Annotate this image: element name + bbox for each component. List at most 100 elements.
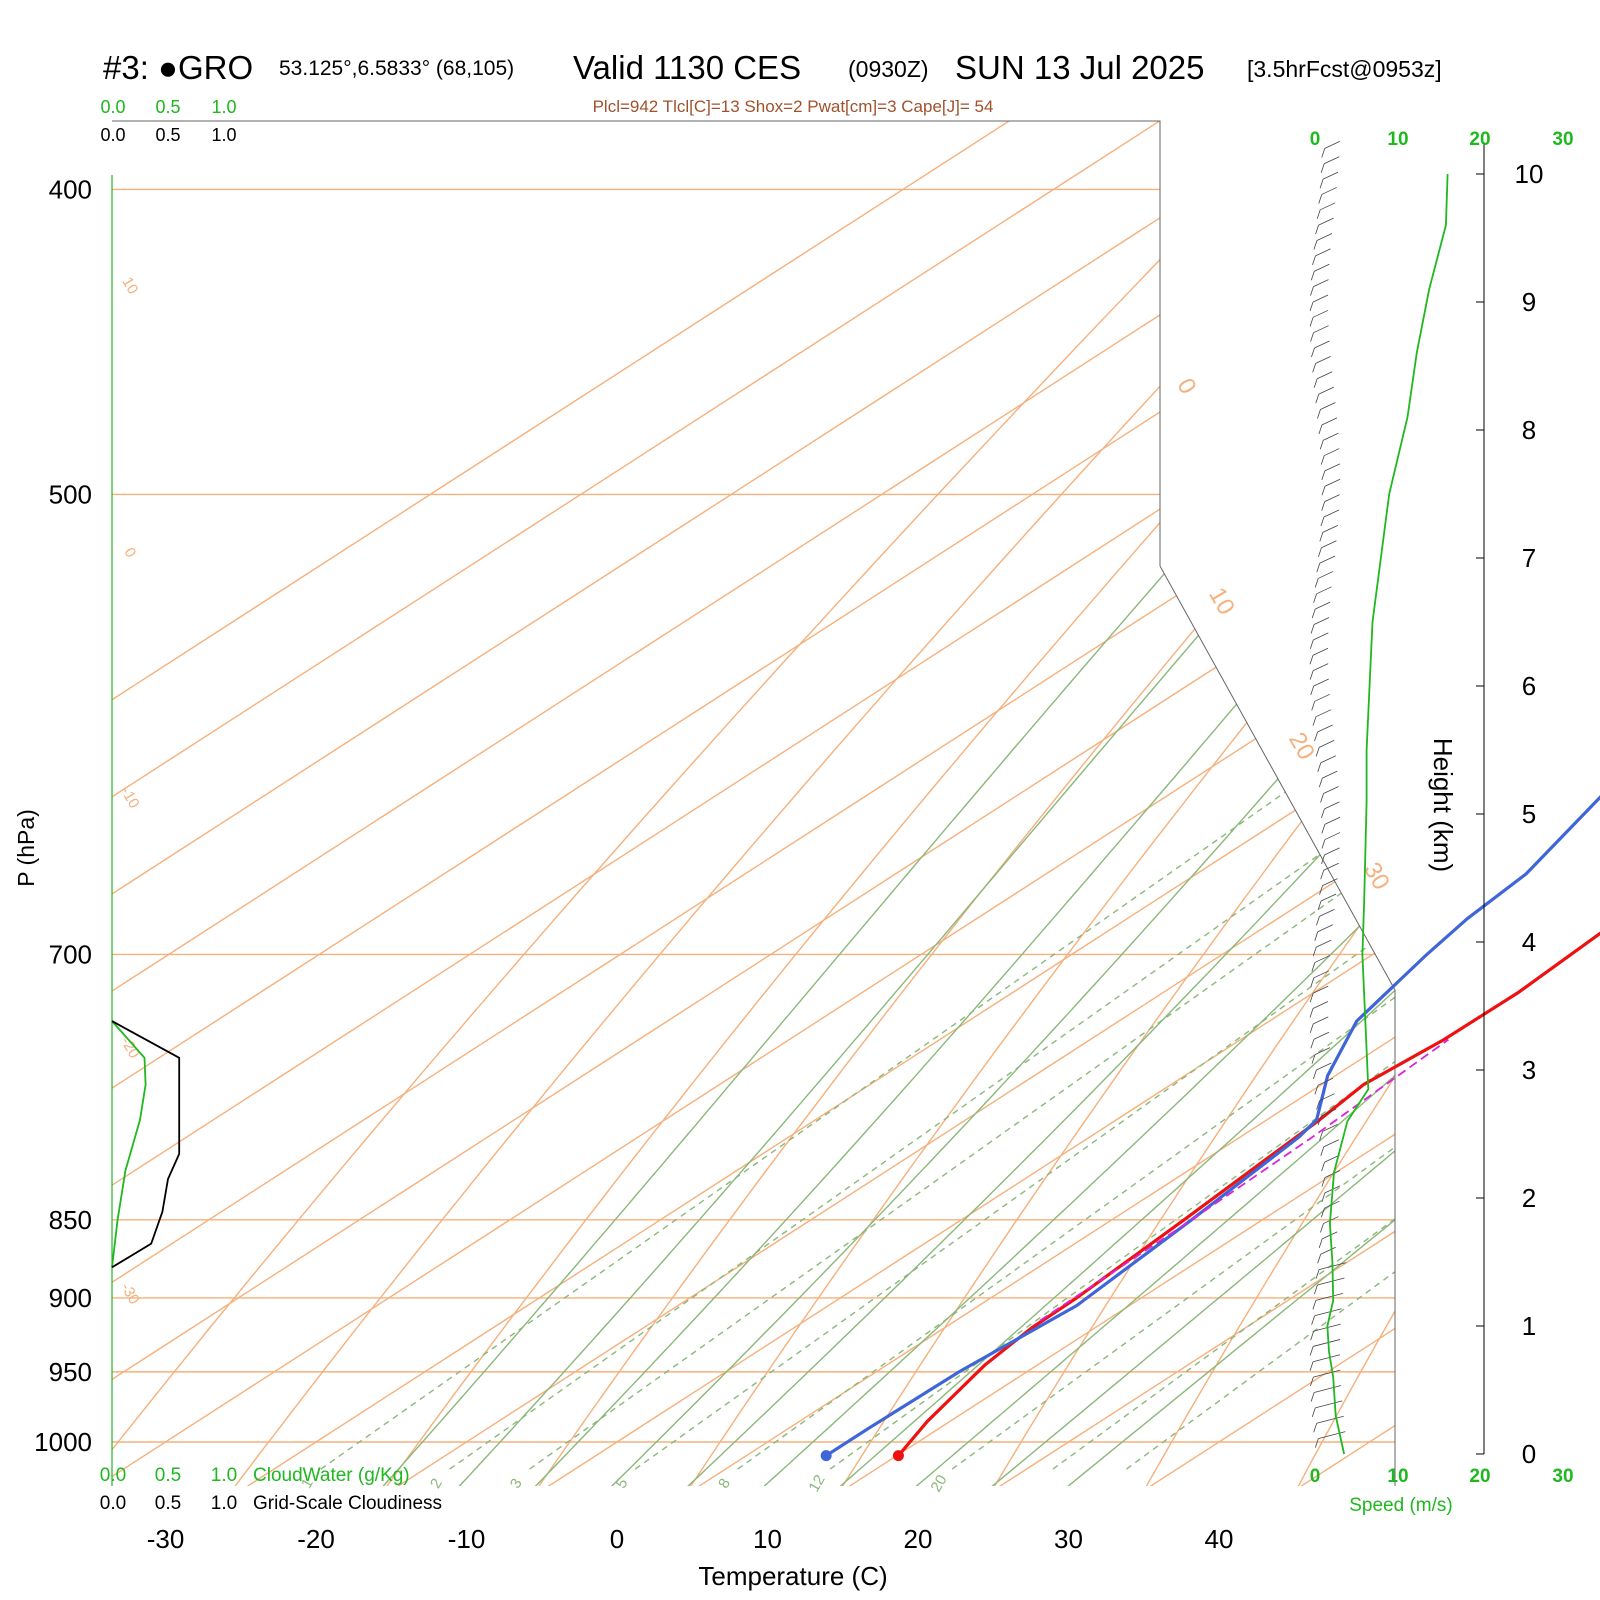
isotherm-label: -10 (117, 784, 143, 811)
wind-barb-staff (1321, 854, 1325, 865)
cloud-tick-bottom-black: 1.0 (211, 1493, 237, 1514)
wind-barb-staff (1318, 194, 1323, 204)
wind-barb-flag (1313, 985, 1329, 994)
mixing-ratio-line (737, 188, 1395, 1470)
wind-barb-flag (1324, 832, 1341, 840)
x-tick-label: 10 (753, 1524, 782, 1554)
wind-barb-flag (1322, 770, 1338, 779)
wind-barb-flag (1319, 740, 1335, 748)
cloud-tick-top-green: 0.0 (100, 97, 125, 117)
y-axis-title: P (hPa) (13, 809, 39, 887)
cloud-tick-bottom-green: 0.0 (100, 1465, 126, 1486)
wind-barb-flag (1317, 1277, 1345, 1286)
wind-barb-flag (1316, 939, 1332, 948)
wind-barb-flag (1316, 1415, 1344, 1424)
wind-barb-flag (1323, 156, 1340, 165)
wind-barb-staff (1310, 332, 1314, 342)
x-tick-label: -10 (448, 1524, 486, 1554)
wind-barb-staff (1313, 378, 1318, 388)
wind-barb-flag (1324, 140, 1340, 149)
isotherm-line (112, 121, 1395, 1486)
wind-barb-staff (1313, 1423, 1318, 1433)
speed-tick-top: 10 (1387, 129, 1408, 150)
wind-barb-staff (1314, 1438, 1319, 1448)
wind-barb-flag (1323, 786, 1339, 794)
wind-barb-flag (1323, 862, 1339, 871)
wind-barb-flag (1317, 924, 1333, 933)
wind-barb-flag (1323, 509, 1340, 518)
wind-barb-staff (1312, 1069, 1317, 1080)
wind-barb-flag (1313, 1369, 1341, 1378)
wind-barb-staff (1321, 1161, 1325, 1172)
wind-barb-flag (1322, 1231, 1338, 1240)
wind-barb-staff (1319, 440, 1324, 450)
wind-barb-staff (1314, 1085, 1319, 1095)
wind-barb-staff (1319, 885, 1323, 895)
wind-barb-staff (1316, 1100, 1320, 1110)
valid-date: SUN 13 Jul 2025 (955, 49, 1204, 86)
cloud-tick-top-green: 0.5 (155, 97, 180, 117)
wind-barb-flag (1322, 878, 1338, 887)
mixing-ratio-lines (320, 188, 1395, 1470)
wind-barb-flag (1324, 1170, 1341, 1178)
cloudiness-label: Grid-Scale Cloudiness (253, 1493, 442, 1514)
wind-barb-staff (1315, 225, 1319, 235)
cloud-tick-top-black: 1.0 (211, 125, 236, 145)
wind-barb-flag (1313, 325, 1329, 334)
dewpoint-surface-marker (820, 1450, 832, 1462)
x-tick-label: -30 (147, 1524, 185, 1554)
wind-barb-flag (1314, 955, 1331, 963)
wind-barb-flag (1313, 970, 1330, 979)
mixing-ratio-label: 5 (613, 1476, 632, 1492)
wind-barb-staff (1317, 409, 1321, 419)
wind-barb-flag (1317, 1077, 1334, 1086)
wind-barb-flag (1324, 463, 1341, 472)
wind-barb-flag (1312, 663, 1329, 671)
wind-barb-flag (1319, 1093, 1335, 1102)
wind-barb-flag (1320, 1246, 1336, 1255)
cloud-tick-bottom-green: 1.0 (211, 1465, 237, 1486)
isotherm-line (112, 121, 1395, 1486)
wind-barb-flag (1317, 724, 1333, 733)
speed-tick-bottom: 10 (1387, 1466, 1408, 1487)
wind-barb-staff (1320, 1146, 1325, 1156)
wind-barb-staff (1310, 685, 1315, 696)
wind-barb-flag (1322, 524, 1338, 533)
wind-barb-staff (1320, 870, 1325, 880)
y-tick-labels: 2503004005007008509009501000 (34, 174, 92, 1457)
y-tick-label: 900 (49, 1283, 92, 1313)
wind-barb-staff (1311, 962, 1316, 972)
wind-barb-staff (1309, 670, 1314, 680)
wind-barb-flag (1324, 448, 1340, 456)
isotherm-line (663, 121, 1395, 1486)
dewpoint-line (825, 795, 1600, 1457)
wind-barb-staff (1312, 1300, 1317, 1310)
wind-barb-staff (1315, 1269, 1320, 1279)
wind-barb-staff (1312, 255, 1316, 266)
wind-barb-flag (1323, 1139, 1339, 1148)
wind-barb-flag (1313, 632, 1329, 641)
wind-barb-staff (1317, 1254, 1322, 1264)
moist-adiabat (663, 121, 1395, 1486)
wind-barb-flag (1317, 371, 1333, 380)
isotherm-line (112, 121, 1395, 1486)
wind-barb-flag (1321, 187, 1337, 195)
wind-barb-flag (1316, 233, 1333, 241)
cloud-tick-bottom-green: 0.5 (155, 1465, 181, 1486)
isotherm-label: 10 (1203, 583, 1240, 620)
cloud-tick-bottom-black: 0.0 (100, 1493, 126, 1514)
wind-barb-staff (1318, 547, 1322, 557)
height-tick-label: 0 (1522, 1439, 1536, 1469)
x-axis-title: Temperature (C) (698, 1561, 887, 1591)
dry-adiabats (112, 121, 1395, 1486)
speed-axis-title: Speed (m/s) (1349, 1495, 1452, 1516)
station-label: #3: ●GRO (103, 49, 253, 86)
wind-barb-staff (1321, 839, 1326, 849)
wind-barb-staff (1309, 993, 1314, 1003)
wind-barb-staff (1319, 532, 1324, 542)
dry-adiabat (370, 121, 1395, 1486)
wind-barb-flag (1318, 1431, 1346, 1439)
wind-barb-flag (1313, 279, 1329, 287)
